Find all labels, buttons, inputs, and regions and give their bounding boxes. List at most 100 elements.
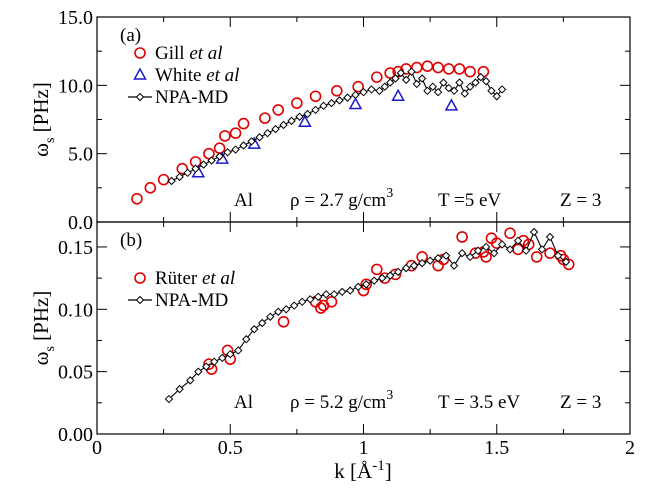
x-tick-label: 1.5 (484, 437, 509, 459)
data-point (385, 271, 395, 280)
data-point (271, 124, 280, 134)
y-axis-label-unit: [PHz] (29, 291, 53, 346)
data-point (215, 152, 224, 161)
data-point (391, 74, 400, 83)
density-label: ρ = 5.2 g/cm3 (290, 388, 393, 413)
series-npa-md (167, 67, 507, 186)
data-point (207, 156, 216, 165)
x-axis-label: k [Å-1] (334, 458, 391, 483)
data-point (297, 297, 307, 307)
data-point (428, 82, 437, 91)
data-point (481, 77, 491, 86)
x-tick-label: 1 (359, 437, 369, 459)
data-point (393, 267, 403, 277)
data-point (186, 376, 195, 385)
data-point (449, 86, 459, 96)
legend-entry: Rüter et al (134, 268, 235, 289)
data-point (544, 247, 556, 259)
data-point (457, 248, 467, 258)
data-point (473, 246, 483, 255)
data-point (391, 88, 405, 102)
data-point (351, 90, 360, 100)
data-point (298, 114, 312, 127)
data-point (360, 278, 372, 291)
legend-marker (133, 67, 147, 80)
data-point (409, 261, 419, 270)
data-point (407, 67, 416, 76)
legend-label: White et al (155, 65, 239, 86)
data-point (194, 367, 203, 376)
data-point (234, 346, 243, 355)
y-axis-label-unit: [PHz] (29, 82, 53, 137)
density-label: ρ = 2.7 g/cm3 (290, 186, 393, 211)
data-point (219, 130, 231, 142)
data-point (505, 245, 515, 254)
data-point (433, 253, 443, 263)
data-point (352, 80, 364, 93)
legend-marker (135, 295, 145, 305)
data-point (203, 147, 215, 160)
legend-label: Gill et al (155, 43, 223, 64)
data-point (290, 301, 299, 310)
legend-marker (134, 47, 146, 59)
data-point (175, 384, 184, 394)
data-point (371, 263, 383, 276)
data-point (441, 251, 451, 260)
data-point (295, 112, 304, 121)
y-axis-label: ωs [PHz] (29, 291, 58, 366)
data-point (412, 79, 422, 89)
legend-marker (135, 92, 145, 102)
data-point (315, 302, 327, 314)
data-point (561, 257, 571, 267)
legend-label: NPA-MD (155, 290, 228, 311)
panel-label: (a) (120, 25, 141, 46)
condition-annotation: Al ρ = 5.2 g/cm3 T = 3.5 eV Z = 3 (234, 388, 601, 413)
data-point (144, 182, 157, 194)
panel-a: 0.0 5.0 10.0 15.0 ωs [PHz] (a) Gill et alWhite… (29, 7, 631, 234)
data-point (274, 307, 283, 316)
x-axis-label-main: k [Å (334, 459, 373, 483)
data-point (361, 280, 371, 289)
data-point (465, 252, 475, 262)
data-point (480, 251, 492, 263)
data-point (497, 240, 507, 249)
data-point (449, 261, 459, 270)
data-point (421, 60, 434, 72)
data-point (329, 290, 339, 299)
data-point (444, 98, 459, 111)
data-point (375, 86, 384, 96)
data-point (455, 78, 464, 87)
element-label: Al (234, 190, 253, 211)
data-point (489, 248, 499, 258)
data-point (410, 61, 423, 74)
data-point (210, 357, 219, 366)
data-point (348, 96, 363, 110)
data-point (331, 85, 343, 97)
data-point (176, 162, 189, 175)
data-point (487, 86, 496, 96)
x-axis-label-end: ] (385, 459, 392, 483)
y-tick-label: 0.15 (58, 237, 93, 259)
data-point (359, 87, 368, 97)
series-r-ter (203, 227, 575, 375)
data-point (303, 109, 312, 119)
data-point (353, 282, 363, 292)
data-point (521, 246, 531, 255)
y-tick-label: 0.05 (58, 362, 93, 384)
y-axis-label-main: ω (29, 143, 53, 157)
data-point (321, 290, 331, 299)
data-point (371, 71, 383, 83)
y-tick-label: 5.0 (68, 144, 93, 166)
data-point (367, 85, 376, 94)
data-point (513, 236, 523, 245)
data-point (157, 173, 170, 186)
legend-entry: NPA-MD (128, 290, 228, 311)
data-point (327, 98, 336, 108)
charge-label: Z = 3 (560, 392, 601, 413)
panel-b: 0.00 0.05 0.10 0.15 0 0.5 1 1.5 2 ωs [PHz] (b) Rüte… (29, 221, 635, 459)
data-point (167, 176, 176, 186)
data-point (562, 258, 575, 271)
y-tick-label: 10.0 (58, 75, 93, 97)
legend-label: NPA-MD (155, 87, 228, 108)
